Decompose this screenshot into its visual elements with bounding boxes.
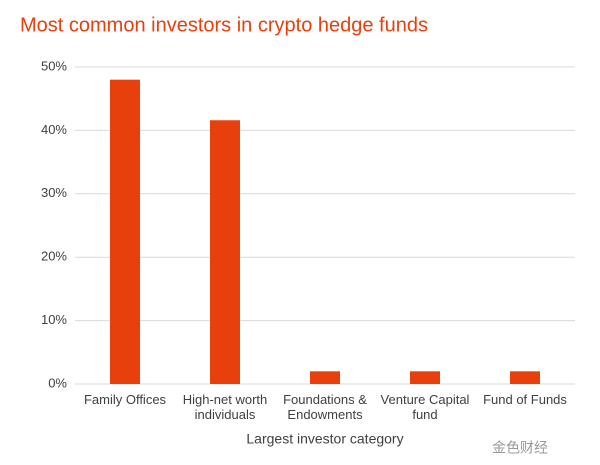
y-tick-label: 30% bbox=[41, 185, 67, 200]
x-axis-title: Largest investor category bbox=[246, 431, 403, 447]
x-tick-label: Foundations & Endowments bbox=[283, 392, 367, 422]
y-tick-label: 50% bbox=[41, 58, 67, 73]
bar bbox=[110, 79, 140, 385]
x-tick-label: Venture Capital fund bbox=[381, 392, 470, 422]
x-tick-label: Family Offices bbox=[84, 392, 167, 407]
y-tick-label: 10% bbox=[41, 312, 67, 327]
chart-title: Most common investors in crypto hedge fu… bbox=[20, 14, 428, 36]
watermark: 金色财经 bbox=[492, 440, 548, 456]
x-tick-label: Fund of Funds bbox=[483, 392, 567, 407]
x-tick-label: High-net worth individuals bbox=[183, 392, 268, 422]
bar bbox=[510, 371, 540, 384]
bar bbox=[410, 371, 440, 384]
y-tick-label: 20% bbox=[41, 249, 67, 264]
y-tick-label: 40% bbox=[41, 122, 67, 137]
bar bbox=[210, 120, 240, 385]
y-tick-label: 0% bbox=[48, 375, 67, 390]
bar bbox=[310, 371, 340, 384]
